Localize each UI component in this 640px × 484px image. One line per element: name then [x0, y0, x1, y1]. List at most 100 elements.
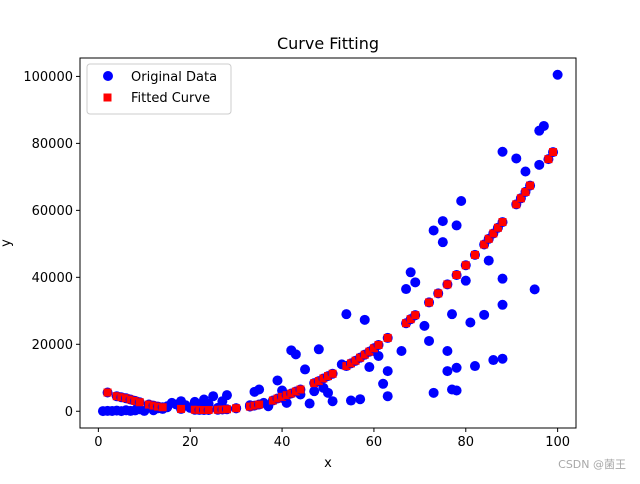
- fitted-curve-point: [369, 344, 378, 353]
- fitted-curve-point: [544, 155, 553, 164]
- fitted-curve-point: [324, 372, 332, 381]
- original-data-point: [460, 275, 471, 286]
- original-data-point: [552, 69, 563, 80]
- original-data-point: [437, 237, 448, 248]
- original-data-point: [442, 366, 453, 377]
- original-data-point: [345, 395, 356, 406]
- fitted-curve-point: [489, 229, 498, 238]
- original-data-point: [456, 195, 467, 206]
- original-data-point: [313, 344, 324, 355]
- fitted-curve-point: [158, 403, 167, 412]
- fitted-curve-point: [365, 347, 374, 356]
- fitted-curve-point: [443, 280, 452, 289]
- fitted-curve-point: [512, 200, 521, 209]
- fitted-curve-point: [222, 405, 231, 414]
- original-data-point: [483, 255, 494, 266]
- legend-box: [86, 63, 232, 115]
- fitted-curve-point: [296, 385, 305, 394]
- original-data-point: [479, 309, 490, 320]
- original-data-point: [254, 384, 265, 395]
- original-data-point: [382, 391, 393, 402]
- original-data-point: [304, 398, 315, 409]
- original-data-point: [534, 159, 545, 170]
- fitted-curve-point: [204, 405, 213, 414]
- original-data-point: [382, 366, 393, 377]
- fitted-curve-point: [135, 398, 144, 407]
- chart-title: Curve Fitting: [277, 34, 379, 53]
- legend-marker-fitted-curve: [103, 93, 112, 102]
- original-data-point: [428, 387, 439, 398]
- original-data-point: [401, 284, 412, 295]
- x-tick-label: 100: [545, 435, 570, 450]
- fitted-curve-point: [549, 148, 558, 157]
- fitted-curve-point: [484, 234, 493, 243]
- original-data-point: [442, 345, 453, 356]
- original-data-point: [497, 146, 508, 157]
- y-tick-label: 40000: [32, 271, 73, 286]
- fitted-curve-point: [434, 289, 443, 298]
- fitted-curve-point: [177, 404, 186, 413]
- y-tick-label: 20000: [32, 338, 73, 353]
- original-data-point: [359, 314, 370, 325]
- original-data-point: [355, 394, 366, 405]
- fitted-curve-point: [255, 400, 264, 409]
- x-tick-label: 0: [94, 435, 102, 450]
- original-data-point: [538, 120, 549, 131]
- fitted-curve-point: [498, 218, 507, 227]
- y-tick-label: 0: [65, 405, 73, 420]
- fitted-curve-point: [360, 350, 369, 359]
- original-data-point: [520, 166, 531, 177]
- fitted-curve-point: [493, 223, 502, 232]
- original-data-point: [451, 362, 462, 373]
- x-tick-label: 40: [274, 435, 291, 450]
- y-tick-label: 100000: [23, 70, 73, 85]
- fitted-curve-point: [526, 181, 535, 190]
- fitted-curve-point: [291, 387, 300, 396]
- original-data-point: [309, 386, 320, 397]
- fitted-curve-point: [521, 187, 530, 196]
- axes-frame: [79, 57, 577, 429]
- fitted-curve-point: [470, 250, 479, 259]
- original-data-point: [424, 335, 435, 346]
- points-layer: [97, 69, 563, 417]
- ticks-layer: 0 20 40 60 80 100 0 20000 40000 60000 80000 100000: [23, 70, 570, 450]
- original-data-point: [529, 284, 540, 295]
- x-tick-label: 60: [366, 435, 383, 450]
- fitted-curve-point: [314, 377, 323, 386]
- legend: Original Data Fitted Curve: [86, 63, 232, 115]
- watermark: CSDN @菌王: [558, 458, 626, 471]
- x-axis-label: x: [324, 456, 332, 471]
- original-data-point: [497, 299, 508, 310]
- fitted-curve-point: [351, 356, 360, 365]
- x-tick-label: 20: [182, 435, 199, 450]
- original-data-point: [488, 355, 499, 366]
- original-data-point: [396, 345, 407, 356]
- original-data-point: [447, 309, 457, 320]
- y-tick-label: 80000: [32, 137, 73, 152]
- original-data-point: [497, 273, 508, 284]
- original-data-point: [405, 267, 416, 278]
- original-data-point: [410, 277, 421, 288]
- original-data-point: [364, 362, 375, 373]
- fitted-curve-point: [342, 362, 351, 371]
- fitted-curve-point: [346, 359, 355, 368]
- fitted-curve-point: [310, 379, 319, 388]
- legend-marker-original-data: [103, 71, 113, 81]
- original-data-point: [300, 364, 311, 375]
- original-data-point: [451, 385, 462, 396]
- fitted-curve-point: [425, 298, 434, 307]
- original-data-point: [497, 353, 508, 364]
- fitted-curve-point: [328, 369, 337, 378]
- fitted-curve-point: [516, 194, 525, 203]
- axes-background: [80, 58, 576, 428]
- original-data-point: [341, 309, 352, 320]
- original-data-point: [511, 153, 522, 164]
- original-data-point: [272, 375, 283, 386]
- y-tick-label: 60000: [32, 204, 73, 219]
- fitted-curve-point: [452, 270, 461, 279]
- x-tick-label: 80: [458, 435, 475, 450]
- original-data-point: [378, 378, 389, 389]
- fitted-curve-point: [480, 240, 489, 249]
- fitted-curve-point: [374, 340, 383, 349]
